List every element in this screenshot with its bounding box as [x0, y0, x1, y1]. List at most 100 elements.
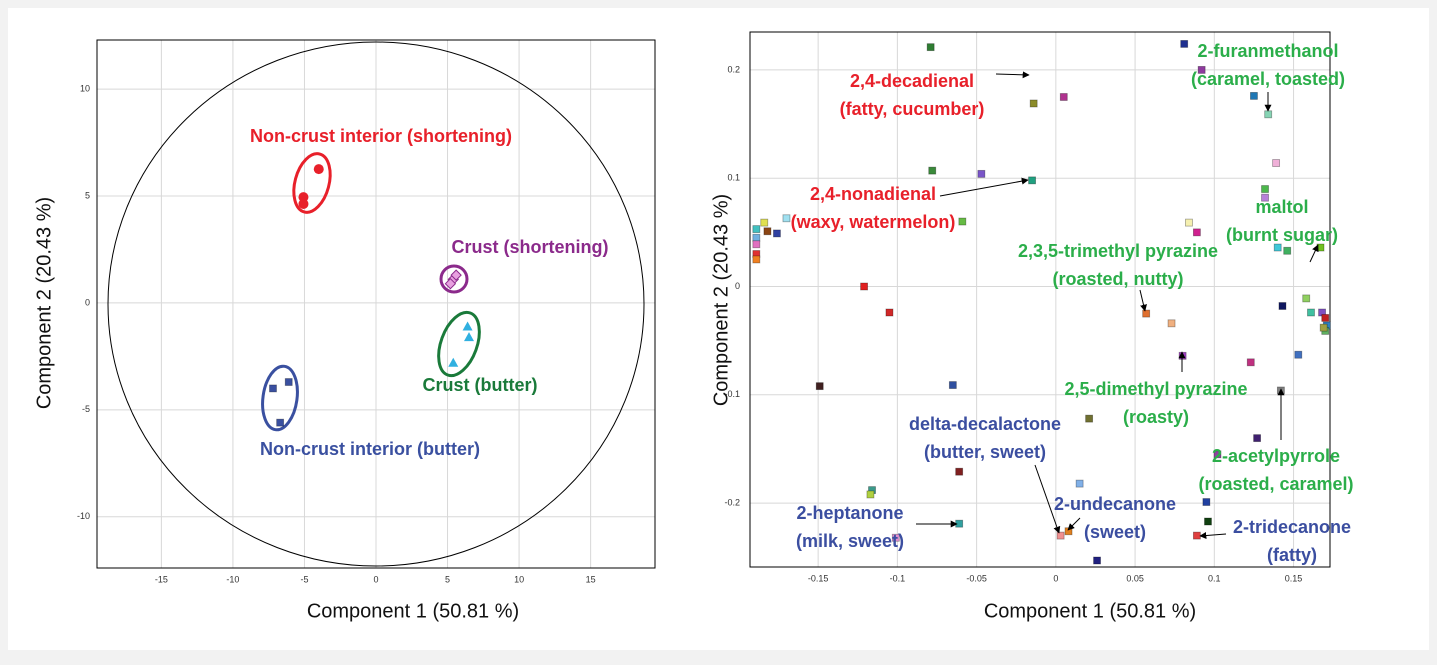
point: [760, 218, 769, 227]
y-tick-label: -0.1: [724, 389, 740, 399]
point: [1272, 159, 1281, 167]
point: [1319, 323, 1328, 332]
group-ellipse: [292, 152, 332, 214]
point: [1192, 228, 1201, 237]
group-ellipse: [261, 364, 299, 432]
point: [1202, 498, 1211, 506]
y-tick-label: 5: [85, 190, 90, 200]
x-tick-label: 0.1: [1208, 573, 1221, 583]
annotation: 2-undecanone: [1054, 494, 1176, 514]
annotation-arrow: [939, 177, 1029, 197]
annotation: (milk, sweet): [796, 531, 904, 551]
annotation: 2,4-nonadienal: [810, 184, 936, 204]
x-tick-label: -0.1: [890, 573, 906, 583]
point: [298, 198, 309, 209]
y-tick-label: 0: [735, 281, 740, 291]
point: [752, 233, 761, 242]
annotation: 2-acetylpyrrole: [1212, 446, 1340, 466]
point: [450, 269, 462, 281]
point: [1204, 517, 1212, 526]
point: [1167, 319, 1176, 328]
group-label: Crust (shortening): [452, 237, 609, 257]
point: [313, 164, 324, 175]
annotation: 2,5-dimethyl pyrazine: [1064, 379, 1247, 399]
annotation: (fatty): [1267, 545, 1317, 565]
y-tick-label: -0.2: [724, 497, 740, 507]
annotation: (sweet): [1084, 522, 1146, 542]
x-tick-label: 0: [373, 574, 378, 584]
annotation: 2,4-decadienal: [850, 71, 974, 91]
plot-frame: [96, 39, 656, 569]
point: [1278, 302, 1287, 310]
x-axis-label: Component 1 (50.81 %): [984, 600, 1196, 622]
annotation: (roasted, caramel): [1198, 474, 1353, 494]
y-tick-label: 0.1: [727, 173, 740, 183]
point: [1185, 218, 1193, 227]
annotation: 2-heptanone: [796, 503, 903, 523]
x-tick-label: 10: [514, 574, 524, 584]
x-tick-label: 0.05: [1126, 573, 1144, 583]
point: [1059, 93, 1068, 101]
point: [448, 357, 459, 367]
annotation: 2,3,5-trimethyl pyrazine: [1018, 241, 1218, 261]
point: [1294, 350, 1303, 359]
point: [1307, 308, 1315, 317]
annotation: (burnt sugar): [1226, 225, 1338, 245]
annotation: (waxy, watermelon): [791, 212, 956, 232]
x-tick-label: 0.15: [1285, 573, 1303, 583]
group-label: Non-crust interior (butter): [260, 439, 480, 459]
annotation: delta-decalactone: [909, 414, 1061, 434]
x-tick-label: -0.05: [966, 573, 987, 583]
point: [1197, 66, 1206, 74]
point: [1283, 246, 1292, 255]
point: [815, 382, 824, 391]
annotation-arrow: [1139, 289, 1147, 312]
point: [891, 533, 900, 542]
point: [276, 418, 285, 427]
point: [752, 255, 761, 264]
x-tick-label: -0.15: [808, 573, 829, 583]
annotation: (butter, sweet): [924, 442, 1046, 462]
point: [866, 490, 875, 499]
point: [269, 384, 277, 393]
point: [977, 169, 986, 178]
point: [1264, 110, 1273, 119]
point: [1142, 309, 1151, 318]
point: [1250, 91, 1258, 100]
annotation-arrow: [995, 71, 1030, 79]
point: [1178, 351, 1187, 360]
annotation-arrow: [1034, 464, 1061, 534]
annotation: (fatty, cucumber): [840, 99, 985, 119]
point: [1261, 185, 1269, 193]
point: [958, 217, 967, 226]
x-tick-label: 15: [586, 574, 596, 584]
point: [955, 467, 964, 476]
point: [885, 308, 894, 317]
point: [926, 43, 935, 52]
point: [752, 240, 761, 249]
y-axis-label: Component 2 (20.43 %): [33, 197, 55, 409]
y-tick-label: -10: [77, 511, 90, 521]
point: [1213, 450, 1222, 459]
group-label: Non-crust interior (shortening): [250, 126, 512, 146]
y-axis-label: Component 2 (20.43 %): [710, 194, 732, 406]
point: [1056, 531, 1065, 540]
point: [298, 192, 309, 203]
annotation: (roasty): [1123, 407, 1189, 427]
annotation-arrow: [1067, 517, 1081, 531]
annotation-arrow: [1309, 244, 1319, 263]
annotation: (roasted, nutty): [1052, 269, 1183, 289]
point: [1321, 314, 1330, 322]
annotation: 2-tridecanone: [1233, 517, 1351, 537]
point: [1075, 479, 1084, 488]
point: [1261, 193, 1269, 202]
point: [1085, 414, 1094, 423]
plot-frame: [749, 31, 1331, 568]
x-axis-label: Component 1 (50.81 %): [307, 600, 519, 622]
point: [1246, 358, 1255, 367]
annotation: 2-furanmethanol: [1197, 41, 1338, 61]
x-tick-label: -15: [155, 574, 168, 584]
point: [1302, 294, 1311, 303]
point: [1093, 556, 1101, 565]
point: [752, 225, 761, 234]
